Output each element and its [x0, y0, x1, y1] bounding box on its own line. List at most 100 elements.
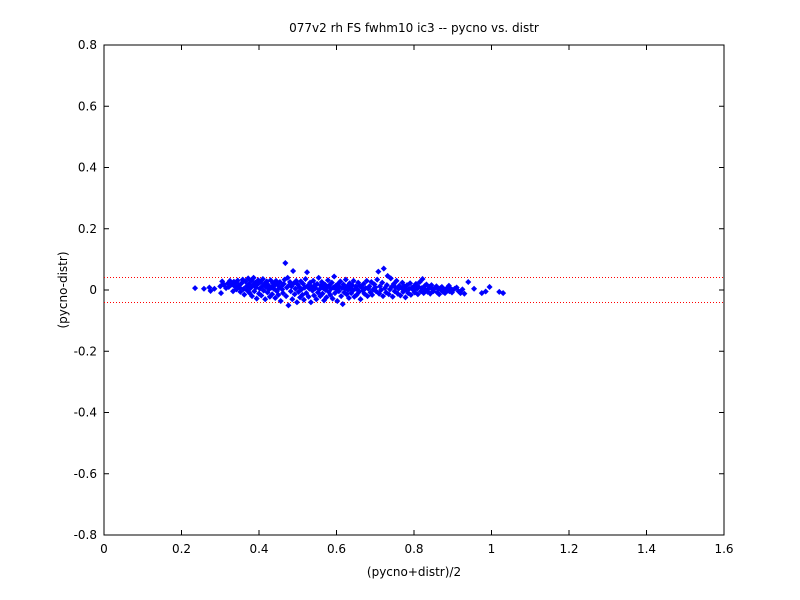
data-point: [384, 272, 391, 279]
data-point: [211, 285, 218, 292]
x-tick-label: 0.2: [172, 542, 191, 556]
data-point: [397, 292, 404, 299]
y-tick-label: 0: [89, 283, 97, 297]
data-point: [249, 293, 256, 300]
data-point: [407, 291, 414, 298]
data-point: [366, 283, 373, 290]
data-point: [415, 283, 422, 290]
data-point: [300, 296, 307, 303]
data-point: [343, 291, 350, 298]
data-point: [259, 275, 266, 282]
data-point: [269, 291, 276, 298]
data-point: [315, 274, 322, 281]
data-point: [253, 295, 260, 302]
data-point: [486, 283, 493, 290]
x-tick-label: 0.4: [249, 542, 268, 556]
data-point: [331, 273, 338, 280]
data-point: [218, 290, 225, 297]
data-point: [380, 265, 387, 272]
data-point: [363, 277, 370, 284]
data-point: [291, 291, 298, 298]
data-point: [234, 277, 241, 284]
x-tick-label: 1: [488, 542, 496, 556]
data-point: [471, 285, 478, 292]
data-point: [303, 290, 310, 297]
data-point: [335, 288, 342, 295]
data-point: [324, 277, 331, 284]
data-point: [465, 279, 472, 286]
x-tick-label: 1.2: [559, 542, 578, 556]
data-point: [262, 296, 269, 303]
data-point: [378, 286, 385, 294]
y-tick-label: 0.4: [78, 161, 97, 175]
x-axis-label: (pycno+distr)/2: [367, 565, 461, 579]
y-tick-label: -0.6: [74, 467, 97, 481]
x-axis-ticks: 0 0.2 0.4 0.6 0.8 1 1.2 1.4 1.6: [100, 45, 734, 556]
data-point: [350, 277, 357, 284]
x-tick-label: 1.4: [637, 542, 656, 556]
data-point: [392, 284, 399, 291]
y-tick-label: 0.6: [78, 99, 97, 113]
data-point: [250, 274, 257, 281]
data-point: [242, 278, 249, 285]
data-point: [277, 298, 284, 305]
data-point: [375, 268, 382, 275]
data-point: [342, 276, 349, 283]
x-tick-label: 1.6: [714, 542, 733, 556]
data-point: [305, 293, 312, 300]
data-point: [338, 293, 345, 300]
data-point: [412, 280, 419, 287]
y-tick-label: -0.4: [74, 406, 97, 420]
data-point: [293, 299, 300, 306]
scatter-points: [192, 260, 507, 309]
data-point: [286, 279, 294, 286]
data-point: [207, 287, 214, 294]
data-point: [374, 276, 381, 283]
y-axis-label: (pycno-distr): [56, 251, 70, 328]
x-tick-label: 0.6: [327, 542, 346, 556]
data-point: [357, 296, 364, 303]
data-point: [379, 279, 386, 286]
data-point: [283, 293, 290, 300]
data-point: [385, 291, 392, 298]
y-axis-ticks: -0.8 -0.6 -0.4 -0.2 0 0.2 0.4 0.6 0.8: [74, 38, 724, 542]
data-point: [496, 288, 503, 295]
data-point: [328, 279, 335, 286]
data-point: [436, 291, 443, 298]
data-point: [260, 287, 267, 294]
data-point: [241, 291, 248, 298]
data-point: [280, 290, 287, 297]
y-tick-label: 0.8: [78, 38, 97, 52]
data-point: [364, 293, 371, 300]
data-point: [280, 280, 287, 287]
data-point: [389, 293, 396, 300]
data-point: [334, 298, 341, 305]
data-point: [345, 294, 352, 301]
data-point: [258, 292, 265, 299]
data-point: [369, 291, 376, 298]
x-tick-label: 0: [100, 542, 108, 556]
data-point: [482, 288, 489, 295]
data-point: [416, 279, 423, 286]
data-point: [339, 301, 346, 308]
data-point: [239, 276, 246, 283]
chart-title: 077v2 rh FS fwhm10 ic3 -- pycno vs. dist…: [289, 21, 539, 35]
data-point: [200, 285, 207, 292]
data-point: [340, 281, 347, 288]
data-point: [313, 296, 320, 303]
y-tick-label: -0.2: [74, 344, 97, 358]
data-point: [272, 294, 279, 301]
data-point: [289, 296, 296, 303]
data-point: [310, 277, 317, 284]
data-point: [368, 279, 375, 286]
data-point: [414, 291, 421, 298]
data-point: [299, 291, 306, 298]
data-point: [419, 275, 426, 282]
data-point: [393, 277, 400, 284]
data-point: [290, 267, 297, 275]
data-point: [311, 292, 318, 299]
data-point: [459, 286, 466, 293]
data-point: [411, 289, 418, 296]
data-point: [361, 290, 368, 297]
